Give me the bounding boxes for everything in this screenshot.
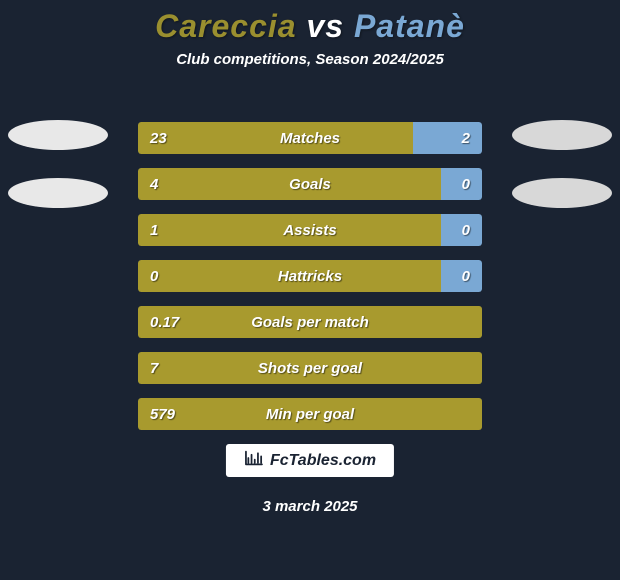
- stat-label: Assists: [138, 214, 482, 246]
- stat-row: 40Goals: [138, 168, 482, 200]
- vs-text: vs: [306, 8, 344, 44]
- stat-label: Goals per match: [138, 306, 482, 338]
- stats-bars: 232Matches 40Goals 10Assists 00Hattricks 0.1…: [138, 122, 482, 430]
- player1-badge-ellipse: [8, 120, 108, 150]
- date-text: 3 march 2025: [0, 498, 620, 515]
- player1-badge-ellipse: [8, 178, 108, 208]
- player2-name: Patanè: [354, 8, 465, 44]
- player2-badge-ellipse: [512, 178, 612, 208]
- stat-row: 232Matches: [138, 122, 482, 154]
- source-text: FcTables.com: [270, 452, 376, 470]
- stat-row: 579Min per goal: [138, 398, 482, 430]
- chart-icon: [244, 450, 264, 471]
- source-badge: FcTables.com: [226, 444, 394, 477]
- player1-name: Careccia: [155, 8, 296, 44]
- player2-badge-ellipse: [512, 120, 612, 150]
- player1-badges: [8, 120, 108, 208]
- stat-label: Shots per goal: [138, 352, 482, 384]
- stat-row: 10Assists: [138, 214, 482, 246]
- stat-label: Hattricks: [138, 260, 482, 292]
- comparison-title: Careccia vs Patanè: [0, 0, 620, 45]
- stat-row: 7Shots per goal: [138, 352, 482, 384]
- player2-badges: [512, 120, 612, 208]
- stat-label: Matches: [138, 122, 482, 154]
- subtitle: Club competitions, Season 2024/2025: [0, 51, 620, 68]
- stat-label: Min per goal: [138, 398, 482, 430]
- stat-row: 0.17Goals per match: [138, 306, 482, 338]
- stat-label: Goals: [138, 168, 482, 200]
- stat-row: 00Hattricks: [138, 260, 482, 292]
